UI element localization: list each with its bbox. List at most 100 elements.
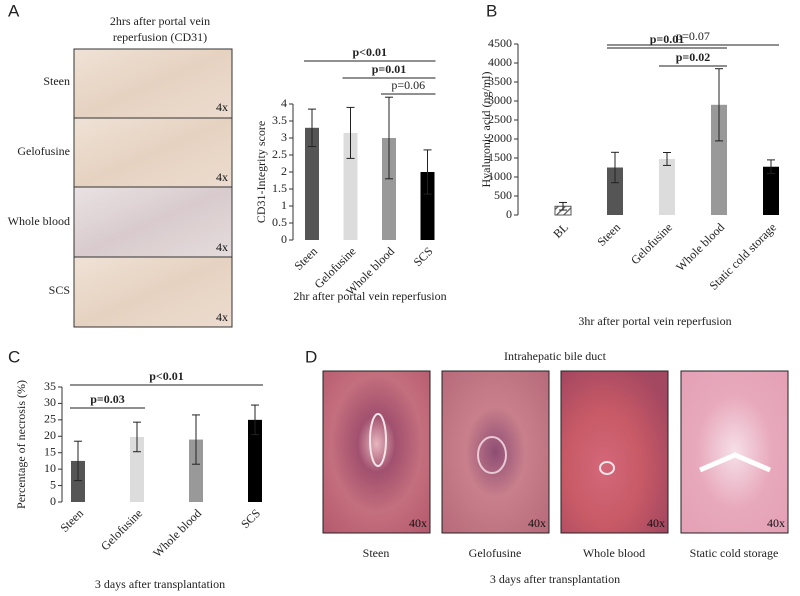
significance-label: p=0.01 — [650, 32, 685, 46]
x-axis-label: 3hr after portal vein reperfusion — [578, 314, 731, 328]
y-axis-label: CD31-Integrity score — [254, 121, 268, 223]
y-tick-label: 3500 — [488, 74, 512, 88]
image-label: Static cold storage — [690, 546, 779, 560]
duct — [369, 413, 387, 467]
panel-letter: B — [486, 1, 497, 20]
significance-label: p=0.03 — [90, 392, 125, 406]
y-tick-label: 4 — [281, 96, 287, 110]
x-tick-label: SCS — [238, 506, 263, 531]
bar — [711, 104, 727, 215]
y-tick-label: 0 — [50, 494, 56, 508]
significance-label: p<0.01 — [149, 369, 184, 383]
y-tick-label: 4000 — [488, 55, 512, 69]
magnification: 4x — [216, 170, 228, 184]
panel-letter: D — [305, 347, 317, 366]
duct — [477, 436, 507, 474]
magnification: 40x — [409, 516, 427, 530]
y-tick-label: 30 — [44, 395, 56, 409]
micrograph — [73, 117, 233, 188]
bar — [420, 172, 435, 240]
y-tick-label: 5 — [50, 477, 56, 491]
bar — [189, 439, 203, 502]
image-label: Whole blood — [583, 546, 645, 560]
duct — [699, 452, 771, 473]
y-tick-label: 3000 — [488, 93, 512, 107]
magnification: 4x — [216, 100, 228, 114]
image-label: Whole blood — [8, 214, 70, 228]
image-label: Steen — [363, 546, 390, 560]
image-label: Gelofusine — [469, 546, 522, 560]
image-panel-title: reperfusion (CD31) — [113, 30, 207, 44]
x-tick-label: Whole blood — [150, 506, 204, 560]
y-tick-label: 20 — [44, 428, 56, 442]
micrograph — [680, 370, 789, 534]
y-tick-label: 10 — [44, 461, 56, 475]
y-tick-label: 2000 — [488, 131, 512, 145]
x-axis-label: 2hr after portal vein reperfusion — [293, 289, 446, 303]
image-label: Steen — [43, 74, 70, 88]
y-tick-label: 2.5 — [272, 147, 287, 161]
x-tick-label: Gelofusine — [628, 220, 675, 267]
y-tick-label: 3.5 — [272, 113, 287, 127]
y-tick-label: 4500 — [488, 36, 512, 50]
y-tick-label: 1500 — [488, 150, 512, 164]
x-tick-label: Steen — [57, 506, 86, 535]
panel-letter: A — [8, 1, 20, 20]
micrograph — [441, 370, 550, 534]
duct — [599, 461, 615, 475]
y-tick-label: 25 — [44, 412, 56, 426]
micrograph — [73, 186, 233, 258]
significance-label: p=0.07 — [676, 29, 710, 43]
y-tick-label: 2500 — [488, 112, 512, 126]
x-tick-label: SCS — [411, 244, 436, 269]
bar — [659, 158, 675, 215]
x-axis-label: 3 days after transplantation — [95, 577, 225, 591]
y-tick-label: 1 — [281, 198, 287, 212]
y-axis-label: Hyaluronic acid (ng/ml) — [479, 72, 493, 188]
x-tick-label: Gelofusine — [98, 506, 145, 553]
y-tick-label: 3 — [281, 130, 287, 144]
significance-label: p=0.06 — [391, 78, 425, 92]
image-label: Gelofusine — [17, 144, 70, 158]
y-tick-label: 0.5 — [272, 215, 287, 229]
image-panel-title: Intrahepatic bile duct — [504, 349, 607, 363]
x-tick-label: Steen — [291, 244, 320, 273]
magnification: 4x — [216, 240, 228, 254]
x-tick-label: Steen — [594, 220, 623, 249]
magnification: 40x — [647, 516, 665, 530]
significance-label: p<0.01 — [352, 45, 387, 59]
magnification: 40x — [767, 516, 785, 530]
x-tick-label: Whole blood — [673, 220, 727, 274]
y-tick-label: 0 — [506, 207, 512, 221]
magnification: 40x — [528, 516, 546, 530]
y-axis-label: Percentage of necrosis (%) — [14, 380, 28, 509]
micrograph — [322, 370, 431, 534]
bar — [130, 436, 144, 502]
y-tick-label: 1000 — [488, 169, 512, 183]
y-tick-label: 1.5 — [272, 181, 287, 195]
magnification: 4x — [216, 310, 228, 324]
y-tick-label: 2 — [281, 164, 287, 178]
image-panel-title: 2hrs after portal vein — [110, 14, 210, 28]
bar — [248, 419, 262, 502]
bar — [305, 127, 319, 240]
y-tick-label: 500 — [494, 188, 512, 202]
bar — [607, 167, 623, 215]
image-label: SCS — [49, 283, 70, 297]
significance-label: p=0.01 — [372, 62, 407, 76]
x-tick-label: BL — [550, 220, 571, 241]
y-tick-label: 35 — [44, 379, 56, 393]
bar — [382, 138, 396, 240]
micrograph — [73, 48, 233, 119]
bar — [343, 132, 358, 240]
y-tick-label: 0 — [281, 232, 287, 246]
micrograph — [560, 370, 669, 534]
bar — [71, 460, 85, 502]
micrograph — [73, 256, 233, 328]
image-panel-caption: 3 days after transplantation — [490, 572, 620, 586]
bar — [763, 166, 779, 215]
panel-letter: C — [8, 347, 20, 366]
y-tick-label: 15 — [44, 444, 56, 458]
significance-label: p=0.02 — [676, 50, 711, 64]
